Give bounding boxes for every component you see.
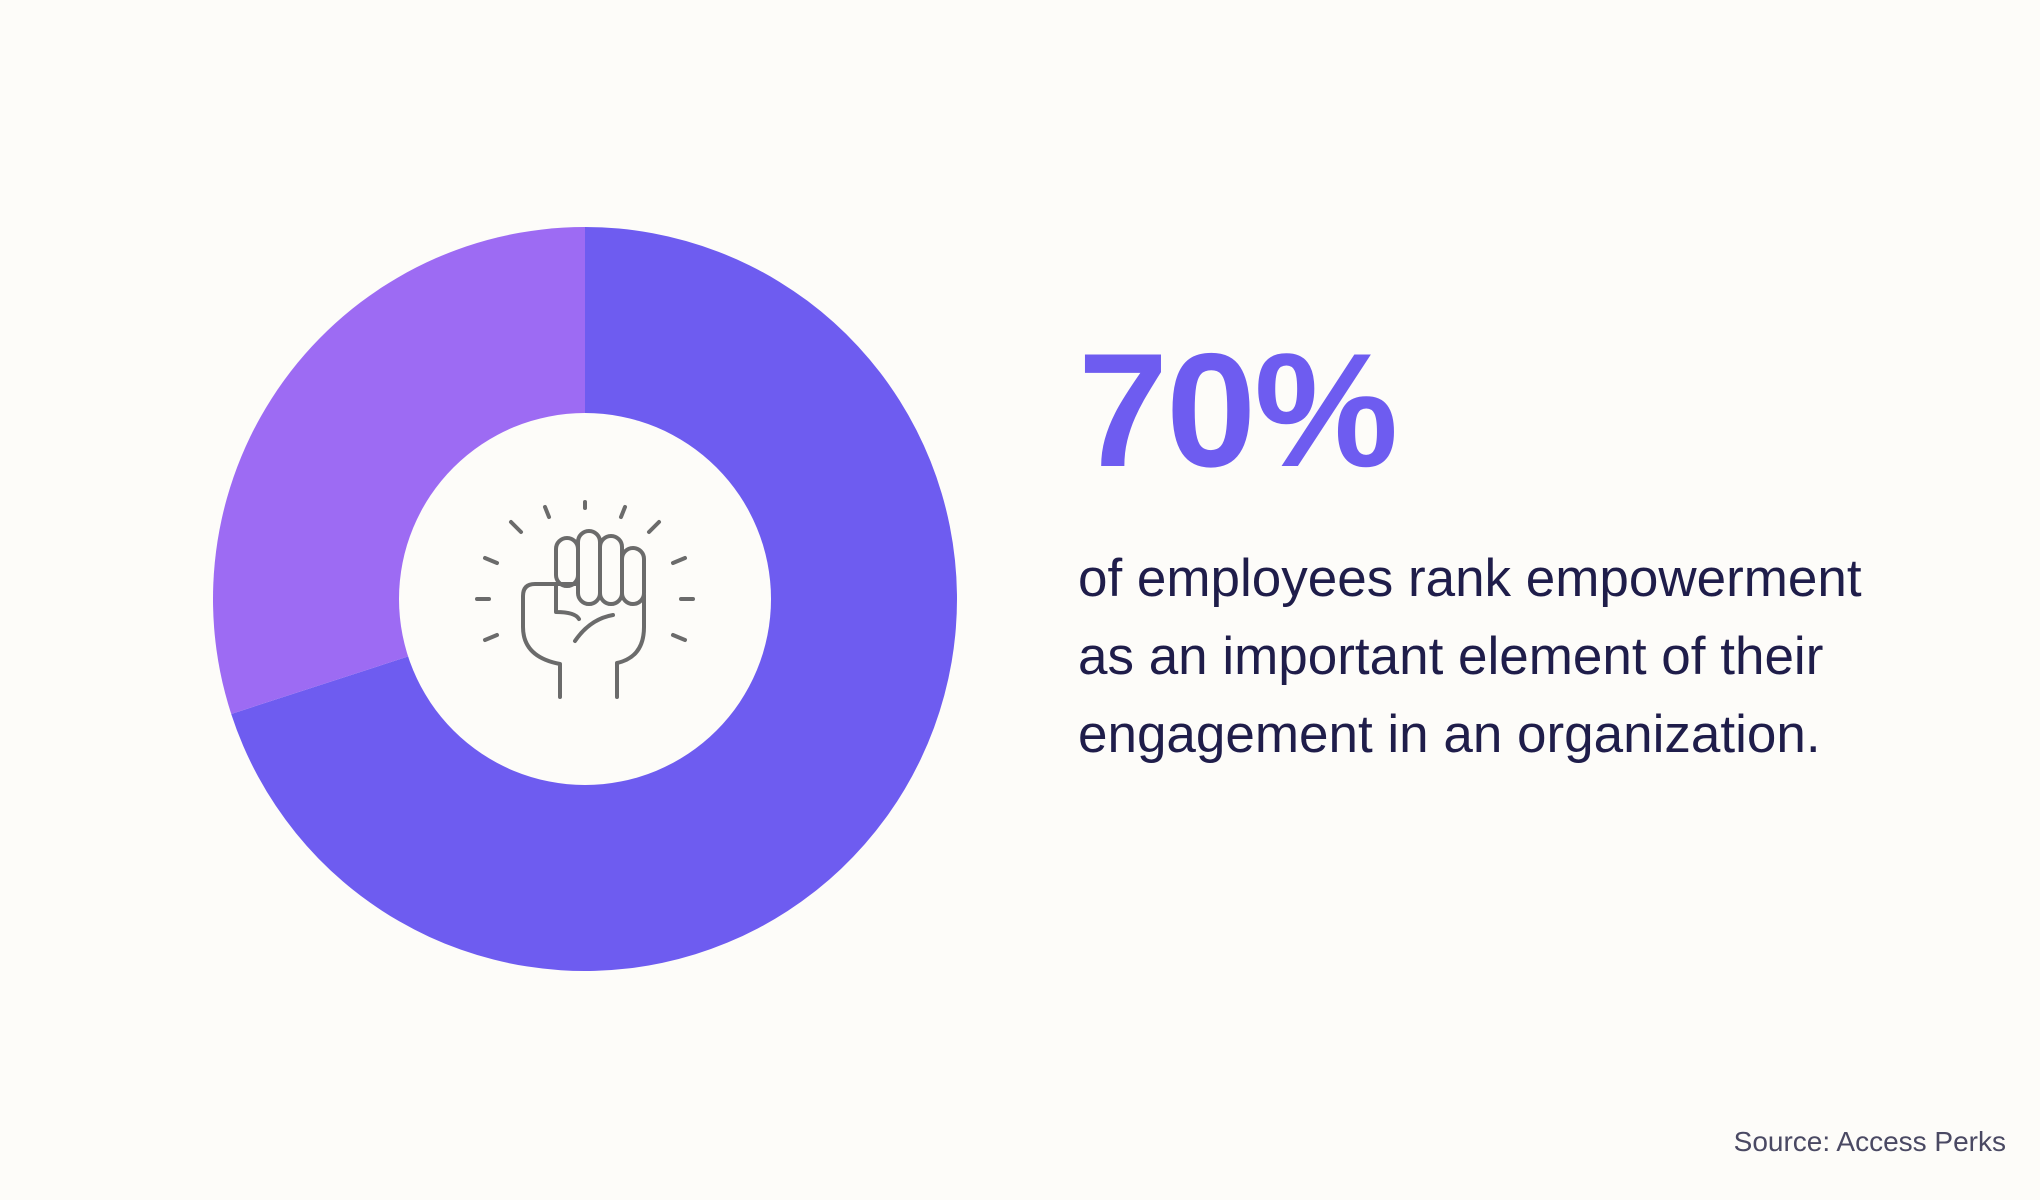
- stat-description: of employees rank empowerment as an impo…: [1078, 540, 1978, 774]
- donut-hole: [399, 413, 771, 785]
- source-credit: Source: Access Perks: [1733, 1126, 2006, 1157]
- stat-description-line: as an important element of their: [1078, 627, 1824, 686]
- donut-chart-svg: [213, 227, 957, 971]
- raised-fist-icon: [475, 500, 695, 699]
- stat-description-line: engagement in an organization.: [1078, 705, 1821, 764]
- donut-chart: [213, 227, 957, 971]
- stat-description-line: of employees rank empowerment: [1078, 549, 1862, 608]
- stat-value: 70%: [1078, 320, 1398, 501]
